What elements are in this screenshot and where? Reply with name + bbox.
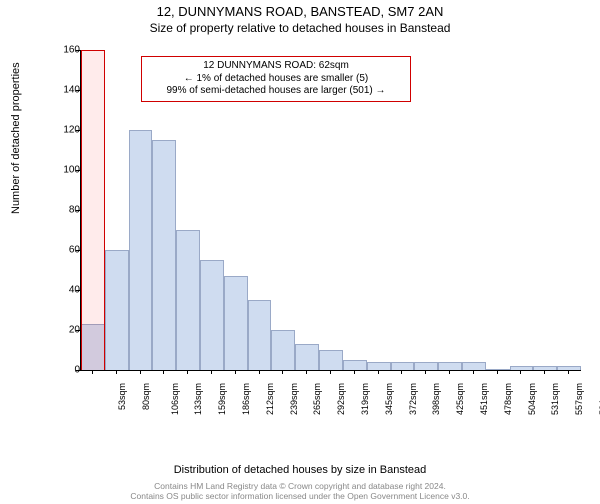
x-tick-label: 106sqm [170, 383, 180, 415]
x-tick-label: 557sqm [574, 383, 584, 415]
x-tick-mark [187, 370, 188, 374]
x-tick-mark [140, 370, 141, 374]
histogram-bar [248, 300, 272, 370]
x-tick-mark [330, 370, 331, 374]
x-tick-label: 159sqm [217, 383, 227, 415]
x-tick-label: 265sqm [312, 383, 322, 415]
x-tick-label: 292sqm [336, 383, 346, 415]
plot-area: 12 DUNNYMANS ROAD: 62sqm← 1% of detached… [80, 50, 581, 371]
x-tick-label: 531sqm [551, 383, 561, 415]
x-tick-mark [449, 370, 450, 374]
x-tick-mark [116, 370, 117, 374]
x-tick-label: 451sqm [479, 383, 489, 415]
x-tick-mark [235, 370, 236, 374]
x-tick-mark [163, 370, 164, 374]
x-tick-label: 53sqm [117, 383, 127, 410]
x-tick-label: 133sqm [193, 383, 203, 415]
x-tick-label: 425sqm [455, 383, 465, 415]
x-tick-mark [282, 370, 283, 374]
histogram-bar [81, 324, 105, 370]
x-tick-mark [544, 370, 545, 374]
page-title: 12, DUNNYMANS ROAD, BANSTEAD, SM7 2AN [0, 4, 600, 19]
histogram-bar [414, 362, 438, 370]
histogram-bar [295, 344, 319, 370]
histogram-bar [343, 360, 367, 370]
histogram-bar [129, 130, 153, 370]
histogram-bar [176, 230, 200, 370]
x-tick-label: 319sqm [360, 383, 370, 415]
x-tick-mark [520, 370, 521, 374]
x-tick-label: 212sqm [265, 383, 275, 415]
histogram-bar [224, 276, 248, 370]
x-tick-mark [92, 370, 93, 374]
x-tick-label: 372sqm [408, 383, 418, 415]
annotation-box: 12 DUNNYMANS ROAD: 62sqm← 1% of detached… [141, 56, 411, 102]
x-tick-label: 398sqm [431, 383, 441, 415]
x-tick-label: 80sqm [141, 383, 151, 410]
histogram-bar [152, 140, 176, 370]
histogram-bar [200, 260, 224, 370]
footer-text: Contains HM Land Registry data © Crown c… [0, 481, 600, 502]
page-subtitle: Size of property relative to detached ho… [0, 21, 600, 35]
x-tick-mark [211, 370, 212, 374]
x-tick-mark [425, 370, 426, 374]
x-tick-mark [259, 370, 260, 374]
annotation-line: ← 1% of detached houses are smaller (5) [148, 73, 404, 86]
x-tick-mark [401, 370, 402, 374]
histogram-bar [319, 350, 343, 370]
x-axis-label: Distribution of detached houses by size … [0, 464, 600, 476]
x-tick-label: 186sqm [241, 383, 251, 415]
x-tick-mark [473, 370, 474, 374]
x-tick-label: 345sqm [384, 383, 394, 415]
x-tick-mark [306, 370, 307, 374]
chart-container: 12, DUNNYMANS ROAD, BANSTEAD, SM7 2AN Si… [0, 4, 600, 504]
x-tick-mark [378, 370, 379, 374]
highlight-column [81, 50, 105, 370]
footer-line-1: Contains HM Land Registry data © Crown c… [0, 481, 600, 492]
histogram-bar [271, 330, 295, 370]
histogram-bar [462, 362, 486, 370]
x-tick-mark [568, 370, 569, 374]
x-tick-mark [497, 370, 498, 374]
x-tick-label: 504sqm [527, 383, 537, 415]
histogram-bar [438, 362, 462, 370]
x-tick-label: 478sqm [503, 383, 513, 415]
annotation-line: 99% of semi-detached houses are larger (… [148, 85, 404, 98]
annotation-line: 12 DUNNYMANS ROAD: 62sqm [148, 60, 404, 73]
x-tick-label: 239sqm [289, 383, 299, 415]
chart-area: 020406080100120140160 12 DUNNYMANS ROAD:… [50, 50, 580, 414]
histogram-bar [391, 362, 415, 370]
y-axis-label: Number of detached properties [10, 62, 22, 214]
histogram-bar [105, 250, 129, 370]
histogram-bar [367, 362, 391, 370]
x-tick-mark [354, 370, 355, 374]
footer-line-2: Contains OS public sector information li… [0, 491, 600, 502]
